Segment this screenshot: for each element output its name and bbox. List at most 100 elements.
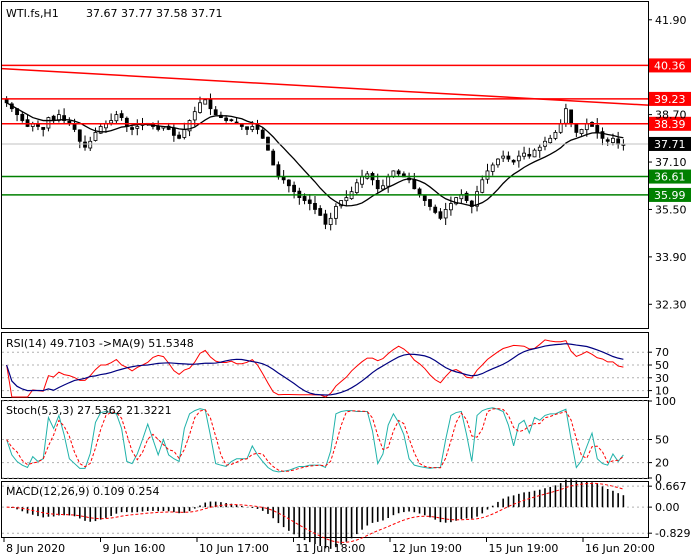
candle-body (302, 196, 307, 201)
candle-body (323, 213, 328, 225)
resistance-level-tag (649, 58, 691, 73)
time-label: 10 Jun 17:00 (199, 542, 269, 555)
candle-body (171, 127, 176, 136)
candle-body (443, 209, 448, 219)
candle-body (553, 131, 558, 139)
candle-body (307, 199, 312, 204)
price-panel (1, 1, 649, 329)
candle-body (276, 164, 281, 178)
candle-body (98, 126, 103, 134)
support-level-tag (649, 169, 691, 184)
rsi-label: RSI(14) 49.7103 ->MA(9) 51.5348 (6, 337, 194, 350)
candle-body (318, 208, 323, 216)
candle-body (600, 131, 605, 139)
macd-tick-label: -0.829 (655, 527, 690, 540)
candle-body (260, 129, 265, 139)
candle-body (496, 158, 500, 166)
candle-body (46, 117, 51, 129)
candle-body (213, 109, 218, 116)
ohlc-values: 37.67 37.77 37.58 37.71 (86, 7, 222, 20)
symbol-label: WTI.fs,H1 (6, 7, 59, 20)
price-tick-label: 32.30 (655, 298, 687, 311)
candle-body (114, 114, 119, 122)
candle-body (245, 126, 249, 130)
candle-body (616, 138, 621, 145)
indicator-layer (2, 339, 648, 549)
candle-body (574, 123, 579, 133)
candle-body (396, 170, 401, 175)
candle-body (485, 170, 490, 180)
time-label: 12 Jun 19:00 (392, 542, 462, 555)
stoch-tick-label: 20 (655, 457, 669, 470)
candle-body (522, 152, 526, 157)
candle-body (412, 179, 417, 190)
price-layer: 40.36 39.23 38.39 36.61 35.99 37.71 (1, 58, 691, 231)
price-tick-label: 41.90 (655, 14, 687, 27)
candle-body (72, 124, 77, 130)
time-label: 15 Jun 19:00 (489, 542, 559, 555)
candle-body (605, 139, 610, 142)
price-tick-label: 38.70 (655, 109, 687, 122)
candle-body (480, 179, 485, 193)
support-level-label: 35.99 (654, 189, 686, 202)
macd-signal-line (6, 482, 624, 543)
price-tick-label: 33.90 (655, 251, 687, 264)
candle-body (208, 99, 213, 110)
candle-body (569, 109, 574, 124)
stoch-signal-line (6, 408, 624, 472)
candle-body (250, 126, 255, 130)
candle-body (611, 137, 615, 143)
candle-body (124, 117, 129, 127)
candle-body (375, 179, 380, 190)
candle-body (422, 195, 427, 201)
candle-body (537, 146, 542, 152)
stoch-main-line (6, 407, 624, 473)
candle-body (595, 125, 600, 133)
candle-body (271, 150, 276, 166)
candle-body (386, 176, 391, 187)
rsi-ma-line (6, 343, 624, 396)
current-price-label: 37.71 (654, 138, 686, 151)
candle-body (511, 159, 516, 163)
macd-tick-label: 0.667 (655, 480, 687, 493)
stoch-tick-label: 0 (655, 472, 662, 485)
candle-body (417, 188, 422, 196)
candle-body (354, 182, 359, 193)
candle-body (109, 120, 114, 124)
price-tick-label: 37.10 (655, 156, 687, 169)
candle-body (224, 117, 229, 121)
stoch-label: Stoch(5,3,3) 27.5362 21.3221 (6, 404, 172, 417)
candle-body (516, 155, 521, 162)
macd-tick-label: 0.00 (655, 501, 680, 514)
macd-label: MACD(12,26,9) 0.109 0.254 (6, 485, 160, 498)
rsi-tick-label: 50 (655, 359, 669, 372)
candle-body (192, 111, 197, 121)
stoch-tick-label: 50 (655, 434, 669, 447)
candle-body (334, 206, 338, 219)
moving-average-line (6, 102, 624, 207)
candle-body (286, 179, 291, 187)
candle-body (501, 155, 506, 159)
candle-body (448, 203, 453, 211)
candle-body (20, 113, 25, 121)
time-label: 8 Jun 2020 (6, 542, 65, 555)
candle-body (344, 197, 349, 202)
support-level-label: 36.61 (654, 171, 686, 184)
resistance-level-tag (649, 91, 691, 106)
candle-body (130, 127, 134, 130)
candle-body (77, 129, 82, 142)
candle-body (83, 141, 87, 148)
candle-body (490, 164, 495, 172)
resistance-level-label: 39.23 (654, 93, 686, 106)
candle-body (88, 140, 93, 149)
candle-body (381, 185, 385, 190)
candle-body (558, 123, 563, 133)
candle-body (360, 176, 364, 185)
candle-body (4, 99, 9, 104)
resistance-level-tag (649, 116, 691, 131)
time-label: 16 Jun 20:00 (585, 542, 655, 555)
stoch-tick-label: 100 (655, 395, 676, 408)
candle-body (203, 99, 208, 105)
current-price-tag (649, 136, 691, 151)
